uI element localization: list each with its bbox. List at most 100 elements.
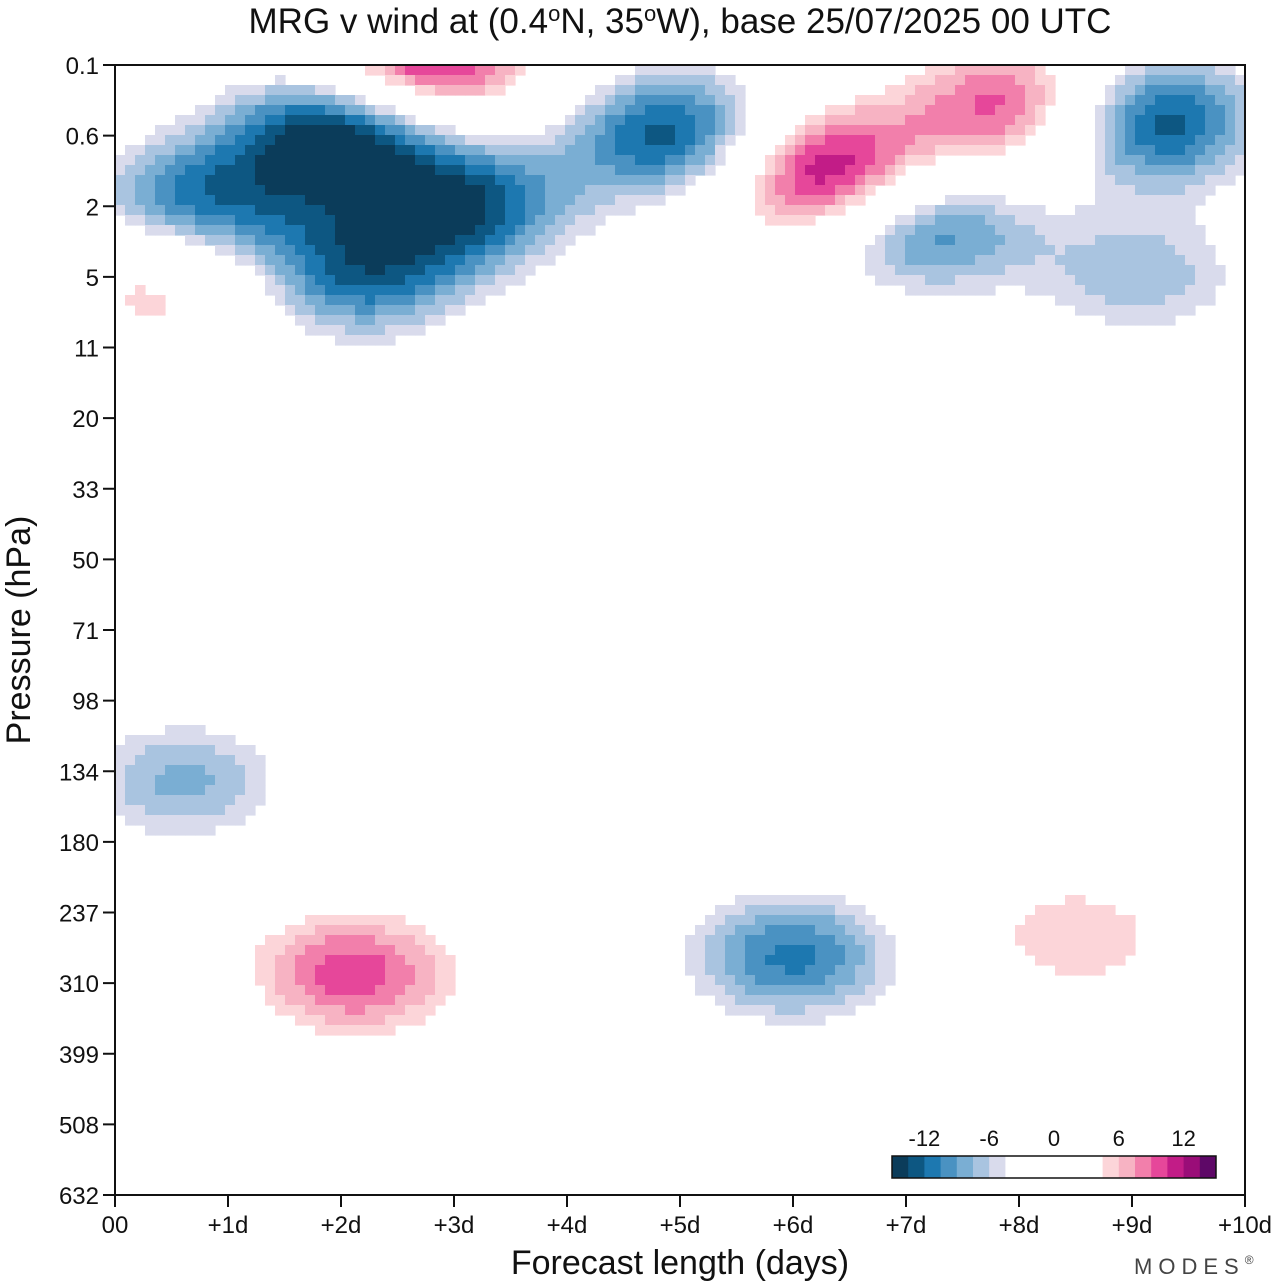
contour-cell	[385, 315, 396, 326]
contour-cell	[805, 1005, 816, 1016]
contour-cell	[975, 225, 986, 236]
contour-cell	[1235, 145, 1245, 156]
contour-cell	[895, 165, 906, 176]
contour-cell	[735, 115, 746, 126]
contour-cell	[1195, 225, 1206, 236]
contour-cell	[345, 215, 356, 226]
contour-cell	[865, 145, 876, 156]
contour-cell	[325, 245, 336, 256]
contour-cell	[155, 175, 166, 186]
contour-cell	[1115, 275, 1126, 286]
contour-cell	[1175, 155, 1186, 166]
contour-cell	[975, 95, 986, 106]
contour-cell	[275, 225, 286, 236]
contour-cell	[955, 225, 966, 236]
contour-cell	[845, 995, 856, 1006]
contour-cell	[375, 135, 386, 146]
y-axis-title: Pressure (hPa)	[0, 516, 38, 745]
contour-cell	[755, 975, 766, 986]
contour-cell	[755, 205, 766, 216]
contour-cell	[585, 215, 596, 226]
contour-cell	[235, 95, 246, 106]
contour-cell	[1145, 75, 1156, 86]
contour-cell	[895, 95, 906, 106]
contour-cell	[955, 135, 966, 146]
contour-cell	[465, 245, 476, 256]
contour-cell	[455, 215, 466, 226]
contour-cell	[435, 245, 446, 256]
contour-cell	[345, 1005, 356, 1016]
contour-cell	[215, 815, 226, 826]
contour-cell	[975, 195, 986, 206]
contour-cell	[465, 225, 476, 236]
contour-cell	[1115, 315, 1126, 326]
contour-cell	[885, 975, 896, 986]
contour-cell	[625, 125, 636, 136]
contour-cell	[1185, 305, 1196, 316]
contour-cell	[1165, 225, 1176, 236]
contour-cell	[995, 215, 1006, 226]
contour-cell	[135, 765, 146, 776]
contour-cell	[1115, 105, 1126, 116]
contour-cell	[1045, 945, 1056, 956]
contour-cell	[615, 75, 626, 86]
contour-cell	[1125, 305, 1136, 316]
contour-cell	[825, 135, 836, 146]
contour-cell	[835, 895, 846, 906]
contour-cell	[1235, 85, 1245, 96]
contour-cell	[735, 935, 746, 946]
contour-cell	[875, 975, 886, 986]
contour-cell	[1195, 265, 1206, 276]
contour-cell	[345, 335, 356, 346]
contour-cell	[1095, 195, 1106, 206]
contour-cell	[915, 145, 926, 156]
contour-cell	[685, 145, 696, 156]
contour-cell	[1115, 955, 1126, 966]
contour-cell	[235, 235, 246, 246]
contour-cell	[965, 225, 976, 236]
contour-cell	[505, 225, 516, 236]
contour-cell	[285, 85, 296, 96]
contour-cell	[335, 175, 346, 186]
contour-cell	[525, 245, 536, 256]
contour-cell	[155, 825, 166, 836]
contour-cell	[1105, 135, 1116, 146]
contour-cell	[855, 955, 866, 966]
contour-cell	[1165, 105, 1176, 116]
contour-cell	[955, 215, 966, 226]
contour-cell	[1105, 265, 1116, 276]
contour-cell	[445, 245, 456, 256]
contour-cell	[675, 65, 686, 76]
contour-cell	[705, 105, 716, 116]
contour-cell	[1135, 235, 1146, 246]
contour-cell	[1215, 175, 1226, 186]
contour-cell	[135, 215, 146, 226]
contour-cell	[535, 185, 546, 196]
contour-cell	[205, 215, 216, 226]
contour-cell	[865, 945, 876, 956]
contour-cell	[515, 255, 526, 266]
contour-cell	[315, 925, 326, 936]
contour-cell	[625, 135, 636, 146]
contour-cell	[265, 255, 276, 266]
contour-cell	[445, 965, 456, 976]
contour-cell	[715, 925, 726, 936]
contour-cell	[1125, 275, 1136, 286]
contour-cell	[455, 165, 466, 176]
contour-cell	[295, 295, 306, 306]
contour-cell	[475, 165, 486, 176]
contour-cell	[745, 965, 756, 976]
contour-cell	[995, 225, 1006, 236]
contour-cell	[705, 935, 716, 946]
contour-cell	[355, 995, 366, 1006]
contour-cell	[525, 265, 536, 276]
contour-cell	[245, 195, 256, 206]
contour-cell	[425, 945, 436, 956]
contour-cell	[1195, 275, 1206, 286]
contour-cell	[1125, 945, 1136, 956]
contour-cell	[855, 155, 866, 166]
contour-cell	[365, 105, 376, 116]
contour-cell	[555, 125, 566, 136]
contour-cell	[1145, 135, 1156, 146]
contour-cell	[825, 915, 836, 926]
